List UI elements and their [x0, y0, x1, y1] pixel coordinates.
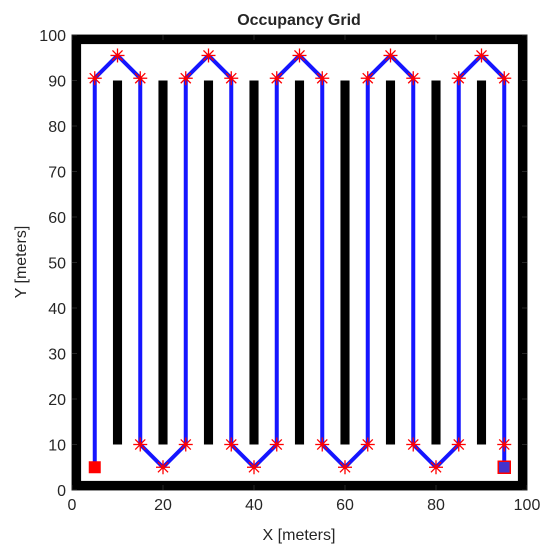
waypoint-marker	[360, 437, 375, 452]
waypoint-marker-stroke	[180, 439, 192, 450]
waypoint-marker	[383, 48, 398, 63]
waypoint-marker-stroke	[316, 439, 328, 450]
waypoint-marker-stroke	[89, 72, 101, 84]
waypoint-marker	[224, 71, 239, 86]
waypoint-marker-stroke	[498, 72, 510, 84]
start-marker	[88, 461, 101, 474]
y-tick-label: 40	[48, 301, 66, 318]
y-tick-label: 60	[48, 210, 66, 227]
y-axis-label: Y [meters]	[13, 226, 30, 299]
waypoint-marker	[315, 437, 330, 452]
waypoint-marker-stroke	[407, 72, 419, 84]
waypoint-marker-stroke	[225, 439, 237, 450]
y-tick-label: 20	[48, 392, 66, 409]
waypoint-marker-stroke	[225, 72, 237, 84]
waypoint-marker	[201, 48, 216, 63]
waypoint-marker-stroke	[453, 439, 465, 450]
waypoint-marker	[360, 71, 375, 86]
y-tick-label: 50	[48, 256, 66, 273]
obstacle-bar-3	[203, 80, 214, 445]
waypoint-marker	[269, 71, 284, 86]
waypoint-marker	[110, 48, 125, 63]
waypoint-marker	[269, 437, 284, 452]
waypoint-marker-stroke	[180, 72, 192, 84]
waypoint-marker-stroke	[271, 72, 283, 84]
waypoint-marker	[87, 71, 102, 86]
waypoint-marker	[406, 71, 421, 86]
x-tick-label: 100	[514, 497, 541, 514]
map-boundary-top	[72, 35, 527, 45]
waypoint-marker	[406, 437, 421, 452]
y-tick-label: 70	[48, 165, 66, 182]
chart-title: Occupancy Grid	[237, 12, 361, 29]
waypoint-marker	[247, 460, 261, 475]
map-boundary-bottom	[72, 480, 527, 490]
waypoint-marker	[133, 71, 148, 86]
waypoint-marker	[178, 437, 193, 452]
goal-marker	[497, 460, 511, 474]
waypoint-marker	[497, 71, 512, 86]
y-tick-label: 10	[48, 438, 66, 455]
waypoint-marker	[497, 437, 512, 452]
waypoint-marker-stroke	[134, 439, 146, 450]
obstacle-bar-6	[340, 80, 350, 445]
waypoint-marker-stroke	[498, 439, 510, 450]
waypoint-marker	[178, 71, 193, 86]
waypoint-marker	[338, 460, 352, 475]
x-tick-label: 40	[245, 497, 263, 514]
waypoint-marker-stroke	[362, 72, 374, 84]
waypoint-marker-stroke	[134, 72, 146, 84]
y-tick-label: 90	[48, 74, 66, 91]
obstacle-bar-2	[158, 80, 168, 445]
waypoint-marker-stroke	[430, 461, 442, 473]
waypoint-marker-stroke	[248, 461, 260, 473]
x-tick-label: 80	[427, 497, 445, 514]
waypoint-marker-stroke	[112, 49, 123, 61]
waypoint-marker	[451, 71, 466, 86]
waypoint-marker	[315, 71, 330, 86]
waypoint-marker-stroke	[271, 439, 283, 450]
waypoint-marker	[224, 437, 239, 452]
x-tick-label: 60	[336, 497, 354, 514]
obstacle-bar-4	[249, 80, 259, 445]
obstacle-bar-9	[476, 80, 487, 445]
obstacle-bar-5	[294, 80, 305, 445]
waypoint-marker	[292, 48, 307, 63]
x-tick-label: 0	[68, 497, 77, 514]
waypoint-marker-stroke	[385, 49, 396, 61]
waypoint-marker	[429, 460, 443, 475]
y-tick-label: 0	[57, 483, 66, 500]
obstacle-bar-8	[431, 80, 441, 445]
waypoint-marker	[156, 460, 170, 475]
waypoint-marker	[451, 437, 466, 452]
waypoint-marker-stroke	[316, 72, 328, 84]
waypoint-marker-stroke	[203, 49, 214, 61]
x-tick-label: 20	[154, 497, 172, 514]
waypoint-marker-stroke	[157, 461, 169, 473]
waypoint-marker-stroke	[294, 49, 305, 61]
obstacle-bar-1	[112, 80, 123, 445]
waypoint-marker-stroke	[362, 439, 374, 450]
y-tick-label: 30	[48, 347, 66, 364]
y-tick-label: 100	[39, 28, 66, 45]
x-axis-label: X [meters]	[263, 527, 336, 544]
waypoint-marker	[474, 48, 489, 63]
waypoint-marker-stroke	[339, 461, 351, 473]
waypoint-marker-stroke	[453, 72, 465, 84]
y-tick-label: 80	[48, 119, 66, 136]
obstacle-bar-7	[385, 80, 396, 445]
waypoint-marker-stroke	[476, 49, 487, 61]
waypoint-marker	[133, 437, 148, 452]
waypoint-marker-stroke	[407, 439, 419, 450]
